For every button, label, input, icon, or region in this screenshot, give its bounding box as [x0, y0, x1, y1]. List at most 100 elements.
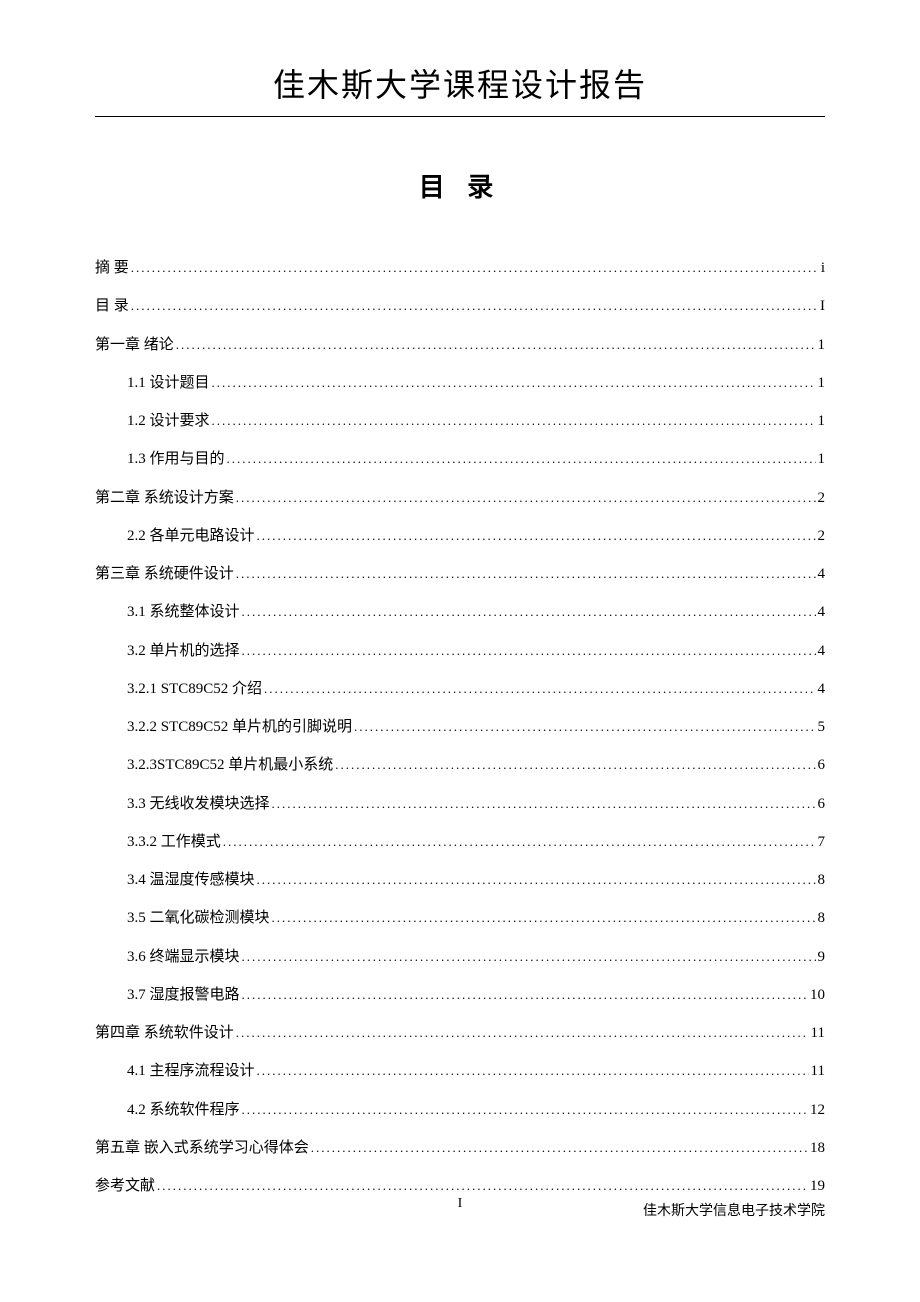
- footer-institution: 佳木斯大学信息电子技术学院: [643, 1200, 825, 1220]
- toc-entry-page: 2: [818, 517, 826, 555]
- toc-leader-dots: [212, 402, 816, 440]
- toc-leader-dots: [236, 479, 816, 517]
- toc-entry[interactable]: 3.2.3STC89C52 单片机最小系统 6: [95, 746, 825, 784]
- toc-entry[interactable]: 3.7 湿度报警电路 10: [95, 976, 825, 1014]
- toc-entry-label: 3.1 系统整体设计: [127, 593, 240, 631]
- toc-entry-label: 3.2.2 STC89C52 单片机的引脚说明: [127, 708, 352, 746]
- toc-entry[interactable]: 3.2 单片机的选择 4: [95, 632, 825, 670]
- toc-leader-dots: [264, 670, 815, 708]
- toc-entry-label: 第三章 系统硬件设计: [95, 555, 234, 593]
- toc-entry-page: 1: [818, 326, 826, 364]
- toc-entry[interactable]: 第四章 系统软件设计 11: [95, 1014, 825, 1052]
- toc-entry[interactable]: 1.2 设计要求 1: [95, 402, 825, 440]
- toc-entry-page: 6: [818, 785, 826, 823]
- toc-entry-page: i: [821, 249, 825, 287]
- toc-leader-dots: [272, 899, 816, 937]
- toc-entry-label: 1.1 设计题目: [127, 364, 210, 402]
- toc-leader-dots: [242, 1091, 808, 1129]
- toc-leader-dots: [212, 364, 816, 402]
- toc-entry[interactable]: 3.3.2 工作模式 7: [95, 823, 825, 861]
- toc-entry-label: 2.2 各单元电路设计: [127, 517, 255, 555]
- toc-leader-dots: [242, 976, 808, 1014]
- toc-entry[interactable]: 第五章 嵌入式系统学习心得体会 18: [95, 1129, 825, 1167]
- toc-entry-page: 6: [818, 746, 826, 784]
- page-number: I: [458, 1196, 463, 1212]
- toc-entry-page: I: [820, 287, 825, 325]
- toc-entry[interactable]: 1.1 设计题目 1: [95, 364, 825, 402]
- toc-entry-page: 1: [818, 402, 826, 440]
- toc-leader-dots: [131, 249, 819, 287]
- toc-leader-dots: [242, 593, 816, 631]
- toc-entry-label: 目 录: [95, 287, 129, 325]
- toc-entry[interactable]: 第二章 系统设计方案 2: [95, 479, 825, 517]
- toc-leader-dots: [257, 861, 816, 899]
- toc-entry-label: 3.2 单片机的选择: [127, 632, 240, 670]
- toc-entry-label: 第一章 绪论: [95, 326, 174, 364]
- toc-entry-label: 第五章 嵌入式系统学习心得体会: [95, 1129, 309, 1167]
- toc-entry-page: 1: [818, 364, 826, 402]
- toc-entry-label: 3.7 湿度报警电路: [127, 976, 240, 1014]
- toc-entry[interactable]: 3.2.2 STC89C52 单片机的引脚说明 5: [95, 708, 825, 746]
- toc-entry-page: 9: [818, 938, 826, 976]
- toc-entry[interactable]: 3.6 终端显示模块 9: [95, 938, 825, 976]
- toc-entry-page: 8: [818, 861, 826, 899]
- toc-leader-dots: [131, 287, 818, 325]
- toc-entry-label: 1.3 作用与目的: [127, 440, 225, 478]
- toc-entry[interactable]: 2.2 各单元电路设计 2: [95, 517, 825, 555]
- toc-entry[interactable]: 3.1 系统整体设计 4: [95, 593, 825, 631]
- toc-leader-dots: [223, 823, 816, 861]
- toc-entry-page: 11: [811, 1014, 825, 1052]
- toc-entry-label: 第四章 系统软件设计: [95, 1014, 234, 1052]
- toc-leader-dots: [335, 746, 815, 784]
- toc-entry-page: 4: [818, 593, 826, 631]
- toc-entry[interactable]: 3.4 温湿度传感模块 8: [95, 861, 825, 899]
- toc-entry-label: 摘 要: [95, 249, 129, 287]
- toc-entry-page: 18: [810, 1129, 825, 1167]
- toc-leader-dots: [257, 1052, 809, 1090]
- toc-entry-page: 1: [818, 440, 826, 478]
- toc-entry[interactable]: 3.3 无线收发模块选择 6: [95, 785, 825, 823]
- toc-entry[interactable]: 摘 要i: [95, 249, 825, 287]
- toc-entry-page: 2: [818, 479, 826, 517]
- toc-entry-page: 11: [811, 1052, 825, 1090]
- toc-entry[interactable]: 3.5 二氧化碳检测模块 8: [95, 899, 825, 937]
- toc-entry-label: 3.4 温湿度传感模块: [127, 861, 255, 899]
- toc-entry-page: 4: [818, 670, 826, 708]
- toc-entry[interactable]: 目 录I: [95, 287, 825, 325]
- toc-leader-dots: [236, 555, 816, 593]
- toc-entry-label: 3.5 二氧化碳检测模块: [127, 899, 270, 937]
- toc-entry[interactable]: 第三章 系统硬件设计 4: [95, 555, 825, 593]
- toc-entry-page: 7: [818, 823, 826, 861]
- toc-entry-label: 1.2 设计要求: [127, 402, 210, 440]
- toc-title: 目 录: [95, 167, 825, 204]
- toc-leader-dots: [257, 517, 816, 555]
- toc-entry-label: 3.3.2 工作模式: [127, 823, 221, 861]
- toc-leader-dots: [236, 1014, 809, 1052]
- toc-entry-page: 4: [818, 555, 826, 593]
- toc-entry-page: 10: [810, 976, 825, 1014]
- toc-leader-dots: [242, 938, 816, 976]
- toc-entry[interactable]: 3.2.1 STC89C52 介绍 4: [95, 670, 825, 708]
- toc-entry-label: 4.2 系统软件程序: [127, 1091, 240, 1129]
- toc-entry-label: 第二章 系统设计方案: [95, 479, 234, 517]
- toc-leader-dots: [227, 440, 816, 478]
- toc-entry-page: 12: [810, 1091, 825, 1129]
- toc-entry[interactable]: 4.2 系统软件程序 12: [95, 1091, 825, 1129]
- report-header-title: 佳木斯大学课程设计报告: [95, 60, 825, 117]
- toc-entry-label: 4.1 主程序流程设计: [127, 1052, 255, 1090]
- toc-entry-page: 5: [818, 708, 826, 746]
- toc-leader-dots: [176, 326, 816, 364]
- toc-container: 摘 要i目 录I第一章 绪论11.1 设计题目11.2 设计要求11.3 作用与…: [95, 249, 825, 1205]
- toc-entry-label: 参考文献: [95, 1167, 155, 1205]
- toc-entry[interactable]: 第一章 绪论 1: [95, 326, 825, 364]
- toc-leader-dots: [242, 632, 816, 670]
- toc-leader-dots: [272, 785, 816, 823]
- toc-entry-label: 3.6 终端显示模块: [127, 938, 240, 976]
- toc-entry[interactable]: 1.3 作用与目的 1: [95, 440, 825, 478]
- toc-entry-label: 3.2.1 STC89C52 介绍: [127, 670, 262, 708]
- toc-entry-label: 3.3 无线收发模块选择: [127, 785, 270, 823]
- toc-entry[interactable]: 4.1 主程序流程设计 11: [95, 1052, 825, 1090]
- toc-entry-label: 3.2.3STC89C52 单片机最小系统: [127, 746, 333, 784]
- toc-entry-page: 8: [818, 899, 826, 937]
- toc-entry-page: 4: [818, 632, 826, 670]
